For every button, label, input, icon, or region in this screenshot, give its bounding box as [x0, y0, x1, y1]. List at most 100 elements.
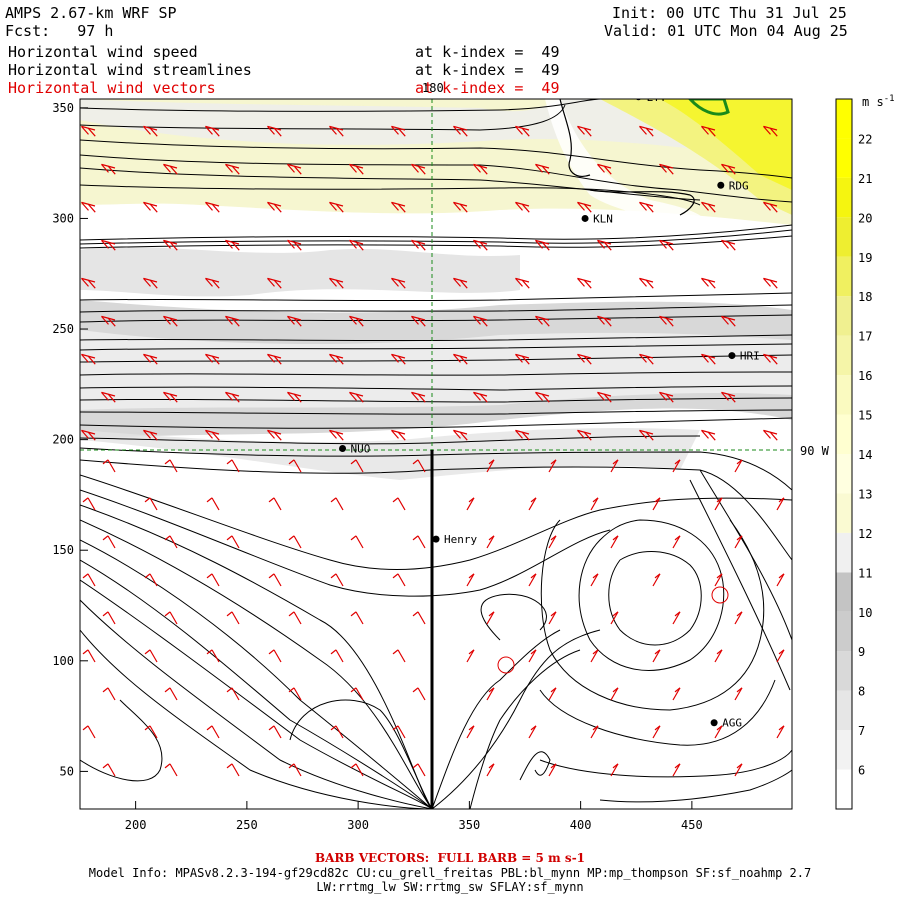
y-axis: 50 100 150 200 250 300 350 — [52, 101, 88, 778]
barb-flag — [583, 431, 592, 441]
colorbar-tick-label: 17 — [858, 330, 872, 344]
barb-flag — [163, 315, 171, 325]
barb-flag — [701, 277, 709, 287]
barb-flag — [144, 573, 151, 579]
barb-flag — [205, 201, 213, 211]
barb-flag — [82, 497, 89, 503]
barb-flag — [473, 239, 481, 249]
barb-flag — [288, 535, 295, 541]
barb-flag — [329, 353, 337, 363]
barb-flag — [397, 431, 406, 441]
barb-flag — [102, 459, 109, 465]
barb-flag — [550, 459, 557, 465]
barb-flag — [515, 353, 523, 363]
colorbar-tick-label: 12 — [858, 527, 872, 541]
barb-flag — [350, 763, 357, 769]
station-label: Henry — [444, 533, 477, 546]
barb-flag — [583, 127, 592, 137]
barb-flag — [273, 431, 282, 441]
barb-flag — [479, 165, 488, 175]
barb-flag — [211, 203, 220, 213]
barb-flag — [583, 355, 592, 365]
wind-barb — [610, 535, 619, 549]
barb-flag — [778, 649, 785, 655]
wind-barb — [548, 459, 557, 473]
wind-barb — [714, 649, 723, 663]
wind-barb — [486, 535, 495, 549]
wind-barb — [590, 649, 599, 663]
barb-flag — [82, 725, 89, 731]
wind-barb — [610, 459, 619, 473]
barb-flag — [143, 201, 151, 211]
barb-flag — [778, 497, 785, 503]
wind-barb — [335, 497, 344, 511]
barb-flag — [488, 459, 495, 465]
colorbar-bin — [836, 296, 852, 336]
barb-flag — [273, 355, 282, 365]
wind-barb — [528, 725, 537, 739]
streamlines-south — [80, 469, 792, 809]
barb-flag — [763, 429, 771, 439]
wind-barb — [293, 459, 302, 473]
barb-flag — [149, 203, 158, 213]
barb-flag — [603, 317, 612, 327]
barb-flag — [769, 127, 778, 137]
barb-flag — [417, 165, 426, 175]
wind-barb — [107, 459, 116, 473]
barb-flag — [583, 279, 592, 289]
barb-flag — [515, 125, 523, 135]
wind-barb — [211, 649, 220, 663]
barb-flag — [144, 497, 151, 503]
barb-flag — [231, 165, 240, 175]
wind-barb — [714, 497, 723, 511]
wind-barb — [734, 535, 743, 549]
colorbar-tick-label: 13 — [858, 487, 872, 501]
barb-flag — [707, 431, 716, 441]
barb-flag — [665, 241, 674, 251]
barb-flag — [515, 201, 523, 211]
barb-flag — [335, 127, 344, 137]
valid-time: Valid: 01 UTC Mon 04 Aug 25 — [604, 22, 848, 40]
barb-flag — [268, 649, 275, 655]
barb-flag — [654, 725, 661, 731]
wind-barb — [652, 497, 661, 511]
barb-flag — [468, 573, 475, 579]
barb-flag — [453, 125, 461, 135]
forecast-hour: Fcst: 97 h — [5, 22, 114, 40]
colorbar-bin — [836, 572, 852, 612]
colorbar-bin — [836, 217, 852, 257]
barb-flag — [225, 163, 233, 173]
barb-flag — [612, 459, 619, 465]
barb-flag — [355, 393, 364, 403]
station-marker — [432, 535, 440, 543]
wind-barb — [417, 763, 426, 777]
wind-barb — [397, 497, 406, 511]
wind-barb — [87, 725, 96, 739]
barb-flag — [143, 429, 151, 439]
barb-flag — [169, 393, 178, 403]
barb-flag — [535, 163, 543, 173]
wind-barb — [590, 497, 599, 511]
barb-flag — [530, 497, 537, 503]
barb-flag — [211, 127, 220, 137]
barb-flag — [391, 201, 399, 211]
barb-flag — [107, 241, 116, 251]
wind-barb — [149, 497, 158, 511]
colorbar-tick-label: 19 — [858, 251, 872, 265]
y-tick-label: 100 — [52, 654, 74, 668]
colorbar-tick-label: 15 — [858, 409, 872, 423]
barb-flag — [81, 277, 89, 287]
barb-flag — [288, 611, 295, 617]
barb-flag — [273, 279, 282, 289]
barb-flag — [612, 611, 619, 617]
barb-flag — [293, 393, 302, 403]
x-tick-label: 250 — [236, 818, 258, 832]
barb-flag — [535, 391, 543, 401]
barb-flag — [459, 127, 468, 137]
barb-flag — [639, 277, 647, 287]
station-marker — [717, 181, 725, 189]
wind-barb — [486, 763, 495, 777]
wind-barb — [231, 535, 240, 549]
barb-flag — [541, 317, 550, 327]
barb-flag — [102, 763, 109, 769]
